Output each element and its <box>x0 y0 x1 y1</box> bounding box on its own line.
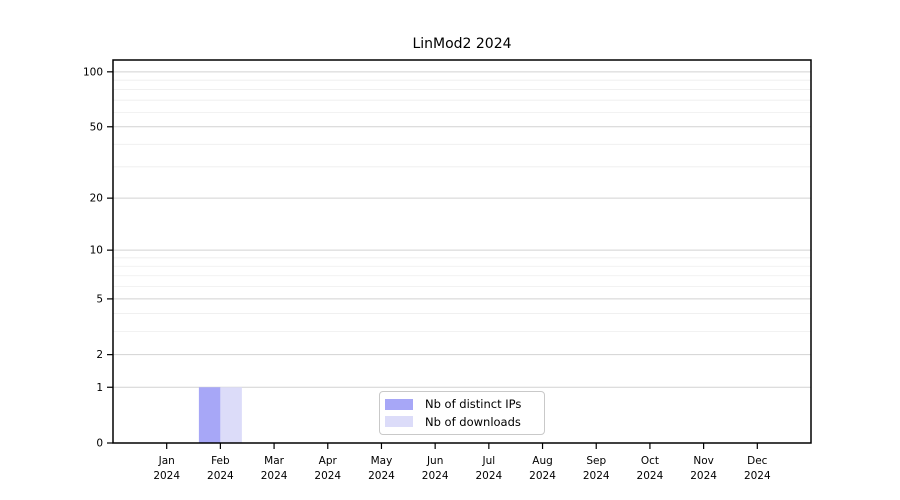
x-tick-label-year: 2024 <box>207 470 234 482</box>
x-tick-label-month: Sep <box>586 455 606 467</box>
x-tick-label-month: Aug <box>532 455 553 467</box>
x-tick-label-month: Jan <box>158 455 175 467</box>
bar-feb-series0 <box>198 387 221 443</box>
y-tick-label: 5 <box>96 293 103 305</box>
x-tick-label-year: 2024 <box>744 470 771 482</box>
x-tick-label-month: Oct <box>641 455 659 467</box>
x-tick-label-year: 2024 <box>637 470 664 482</box>
x-tick-label-year: 2024 <box>475 470 502 482</box>
legend-swatch-downloads <box>385 416 413 428</box>
y-tick-label: 50 <box>90 121 103 133</box>
legend: Nb of distinct IPs Nb of downloads <box>379 391 545 435</box>
bar-feb-series1 <box>220 387 242 443</box>
y-tick-label: 1 <box>96 382 103 394</box>
y-tick-label: 20 <box>90 193 103 205</box>
x-tick-label-month: May <box>371 455 393 467</box>
legend-label-downloads: Nb of downloads <box>425 414 521 429</box>
legend-entry: Nb of distinct IPs <box>380 397 544 412</box>
x-tick-label-month: Apr <box>319 455 338 467</box>
x-tick-label-year: 2024 <box>368 470 395 482</box>
y-tick-label: 10 <box>90 245 103 257</box>
x-tick-label-year: 2024 <box>529 470 556 482</box>
x-tick-label-month: Jul <box>482 455 496 467</box>
x-tick-label-year: 2024 <box>153 470 180 482</box>
x-tick-label-year: 2024 <box>422 470 449 482</box>
x-tick-label-month: Dec <box>747 455 768 467</box>
x-tick-label-month: Mar <box>264 455 284 467</box>
x-tick-label-year: 2024 <box>690 470 717 482</box>
x-tick-label-month: Nov <box>693 455 714 467</box>
axis-frame <box>112 59 812 444</box>
chart-title: LinMod2 2024 <box>412 36 512 52</box>
y-tick-label: 100 <box>83 66 103 78</box>
legend-label-distinct-ips: Nb of distinct IPs <box>425 397 522 412</box>
x-tick-label-month: Feb <box>211 455 230 467</box>
x-tick-label-year: 2024 <box>583 470 610 482</box>
x-tick-label-year: 2024 <box>314 470 341 482</box>
y-tick-label: 2 <box>96 349 103 361</box>
x-tick-label-month: Jun <box>426 455 443 467</box>
legend-swatch-distinct-ips <box>385 398 413 410</box>
legend-entry: Nb of downloads <box>380 414 544 429</box>
x-tick-label-year: 2024 <box>261 470 288 482</box>
y-tick-label: 0 <box>96 438 103 450</box>
